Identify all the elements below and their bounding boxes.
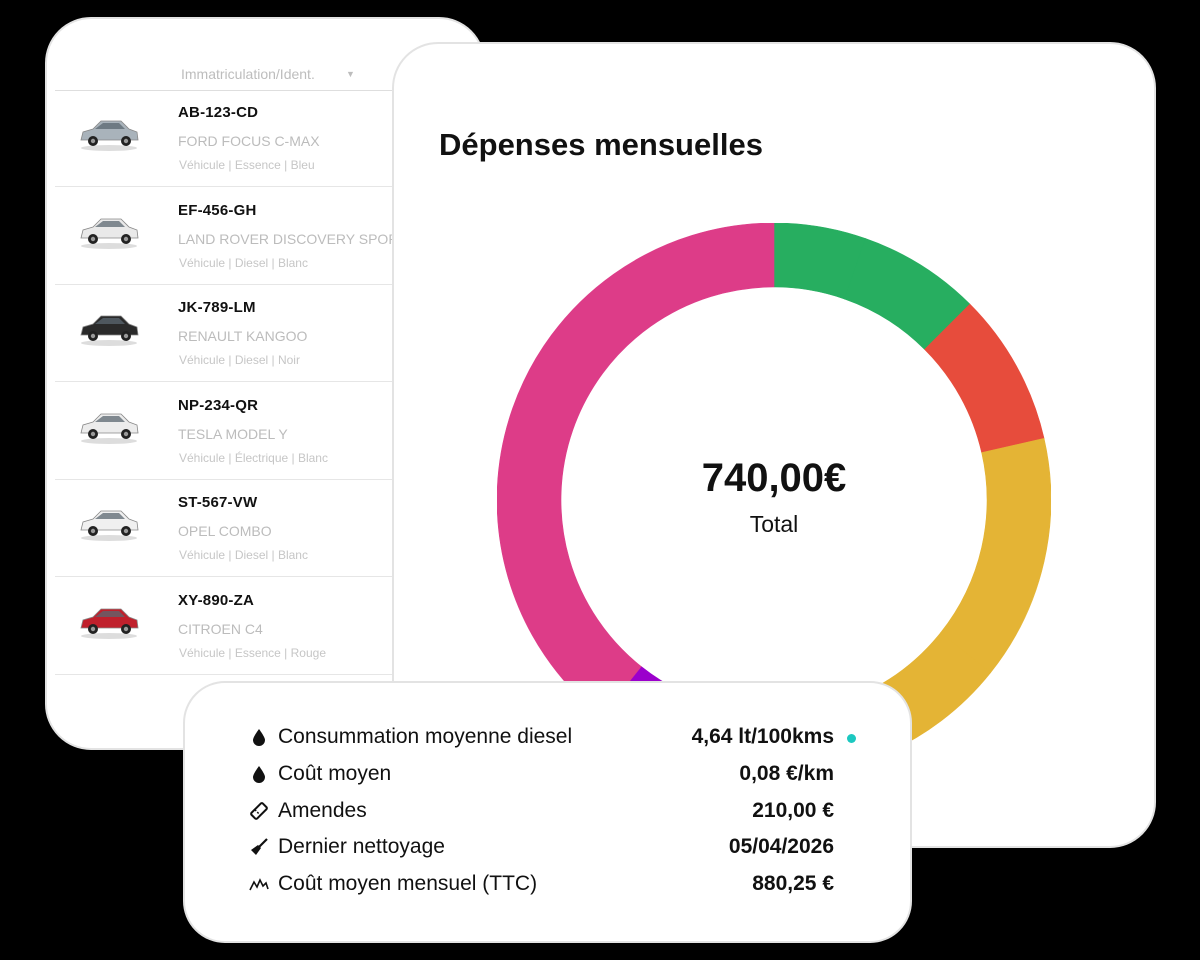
ticket-icon bbox=[249, 801, 269, 821]
stat-label: Amendes bbox=[278, 798, 367, 822]
total-label: Total bbox=[749, 511, 799, 537]
vehicle-meta: Véhicule | Essence | Bleu bbox=[179, 158, 315, 172]
trend-icon bbox=[249, 874, 269, 894]
status-dot-icon bbox=[847, 734, 856, 743]
vehicle-plate: ST-567-VW bbox=[178, 494, 258, 511]
stat-label: Coût moyen bbox=[278, 761, 392, 785]
vehicle-row[interactable]: ST-567-VW OPEL COMBO Véhicule | Diesel | B… bbox=[55, 480, 395, 577]
stat-label: Coût moyen mensuel (TTC) bbox=[278, 872, 538, 896]
stat-value: 880,25 € bbox=[752, 872, 834, 896]
vehicle-meta: Véhicule | Diesel | Noir bbox=[179, 353, 300, 367]
vehicle-row[interactable]: JK-789-LM RENAULT KANGOO Véhicule | Diesel… bbox=[55, 285, 395, 382]
vehicle-row[interactable]: NP-234-QR TESLA MODEL Y Véhicule | Électri… bbox=[55, 383, 395, 480]
stat-label: Dernier nettoyage bbox=[278, 835, 445, 859]
vehicle-model: OPEL COMBO bbox=[178, 523, 272, 539]
vehicle-plate: NP-234-QR bbox=[178, 396, 259, 414]
vehicle-model: TESLA MODEL Y bbox=[178, 425, 288, 442]
chart-title: Dépenses mensuelles bbox=[439, 127, 763, 162]
donut-segment[interactable] bbox=[497, 223, 775, 717]
car-thumbnail-icon bbox=[80, 510, 139, 541]
list-header: Immatriculation/Ident. ▼ bbox=[55, 19, 395, 91]
vehicle-model: RENAULT KANGOO bbox=[178, 328, 308, 344]
vehicle-meta: Véhicule | Électrique | Blanc bbox=[179, 450, 328, 465]
car-thumbnail-icon bbox=[80, 120, 139, 151]
stat-row: Dernier nettoyage 05/04/2026 bbox=[185, 833, 910, 863]
car-thumbnail-icon bbox=[80, 315, 139, 346]
stat-value: 0,08 €/km bbox=[739, 761, 834, 785]
vehicle-plate: EF-456-GH bbox=[178, 201, 257, 219]
vehicle-row[interactable]: AB-123-CD FORD FOCUS C-MAX Véhicule | Esse… bbox=[55, 90, 395, 187]
stat-value: 05/04/2026 bbox=[728, 835, 834, 859]
drop-icon bbox=[249, 727, 269, 747]
vehicle-model: FORD FOCUS C-MAX bbox=[178, 133, 320, 149]
sort-caret-icon[interactable]: ▼ bbox=[346, 69, 355, 79]
stat-row: Coût moyen 0,08 €/km bbox=[185, 760, 910, 790]
vehicle-row[interactable]: XY-890-ZA CITROEN C4 Véhicule | Essence | … bbox=[55, 578, 395, 675]
stat-row: Consummation moyenne diesel 4,64 lt/100km… bbox=[185, 723, 910, 753]
stat-value: 210,00 € bbox=[752, 798, 834, 822]
column-header-registration[interactable]: Immatriculation/Ident. bbox=[181, 66, 315, 82]
car-thumbnail-icon bbox=[80, 413, 139, 444]
total-value: 740,00€ bbox=[701, 456, 847, 500]
vehicle-plate: XY-890-ZA bbox=[178, 591, 254, 609]
vehicle-plate: JK-789-LM bbox=[178, 299, 256, 316]
vehicle-model: CITROEN C4 bbox=[178, 620, 263, 637]
stat-value: 4,64 lt/100kms bbox=[691, 725, 834, 748]
vehicle-meta: Véhicule | Essence | Rouge bbox=[179, 645, 326, 660]
vehicle-plate: AB-123-CD bbox=[178, 104, 259, 121]
stat-label: Consummation moyenne diesel bbox=[278, 725, 573, 748]
stats-card: Consummation moyenne diesel 4,64 lt/100km… bbox=[183, 681, 912, 943]
car-thumbnail-icon bbox=[80, 608, 139, 639]
broom-icon bbox=[249, 837, 269, 857]
vehicle-meta: Véhicule | Diesel | Blanc bbox=[179, 548, 308, 562]
vehicle-model: LAND ROVER DISCOVERY SPORT bbox=[178, 230, 407, 247]
vehicle-meta: Véhicule | Diesel | Blanc bbox=[179, 255, 308, 270]
stat-row: Coût moyen mensuel (TTC) 880,25 € bbox=[185, 870, 910, 900]
drop-icon bbox=[249, 764, 269, 784]
stat-row: Amendes 210,00 € bbox=[185, 797, 910, 827]
vehicle-row[interactable]: EF-456-GH LAND ROVER DISCOVERY SPORT Véhic… bbox=[55, 188, 407, 285]
car-thumbnail-icon bbox=[80, 218, 139, 249]
